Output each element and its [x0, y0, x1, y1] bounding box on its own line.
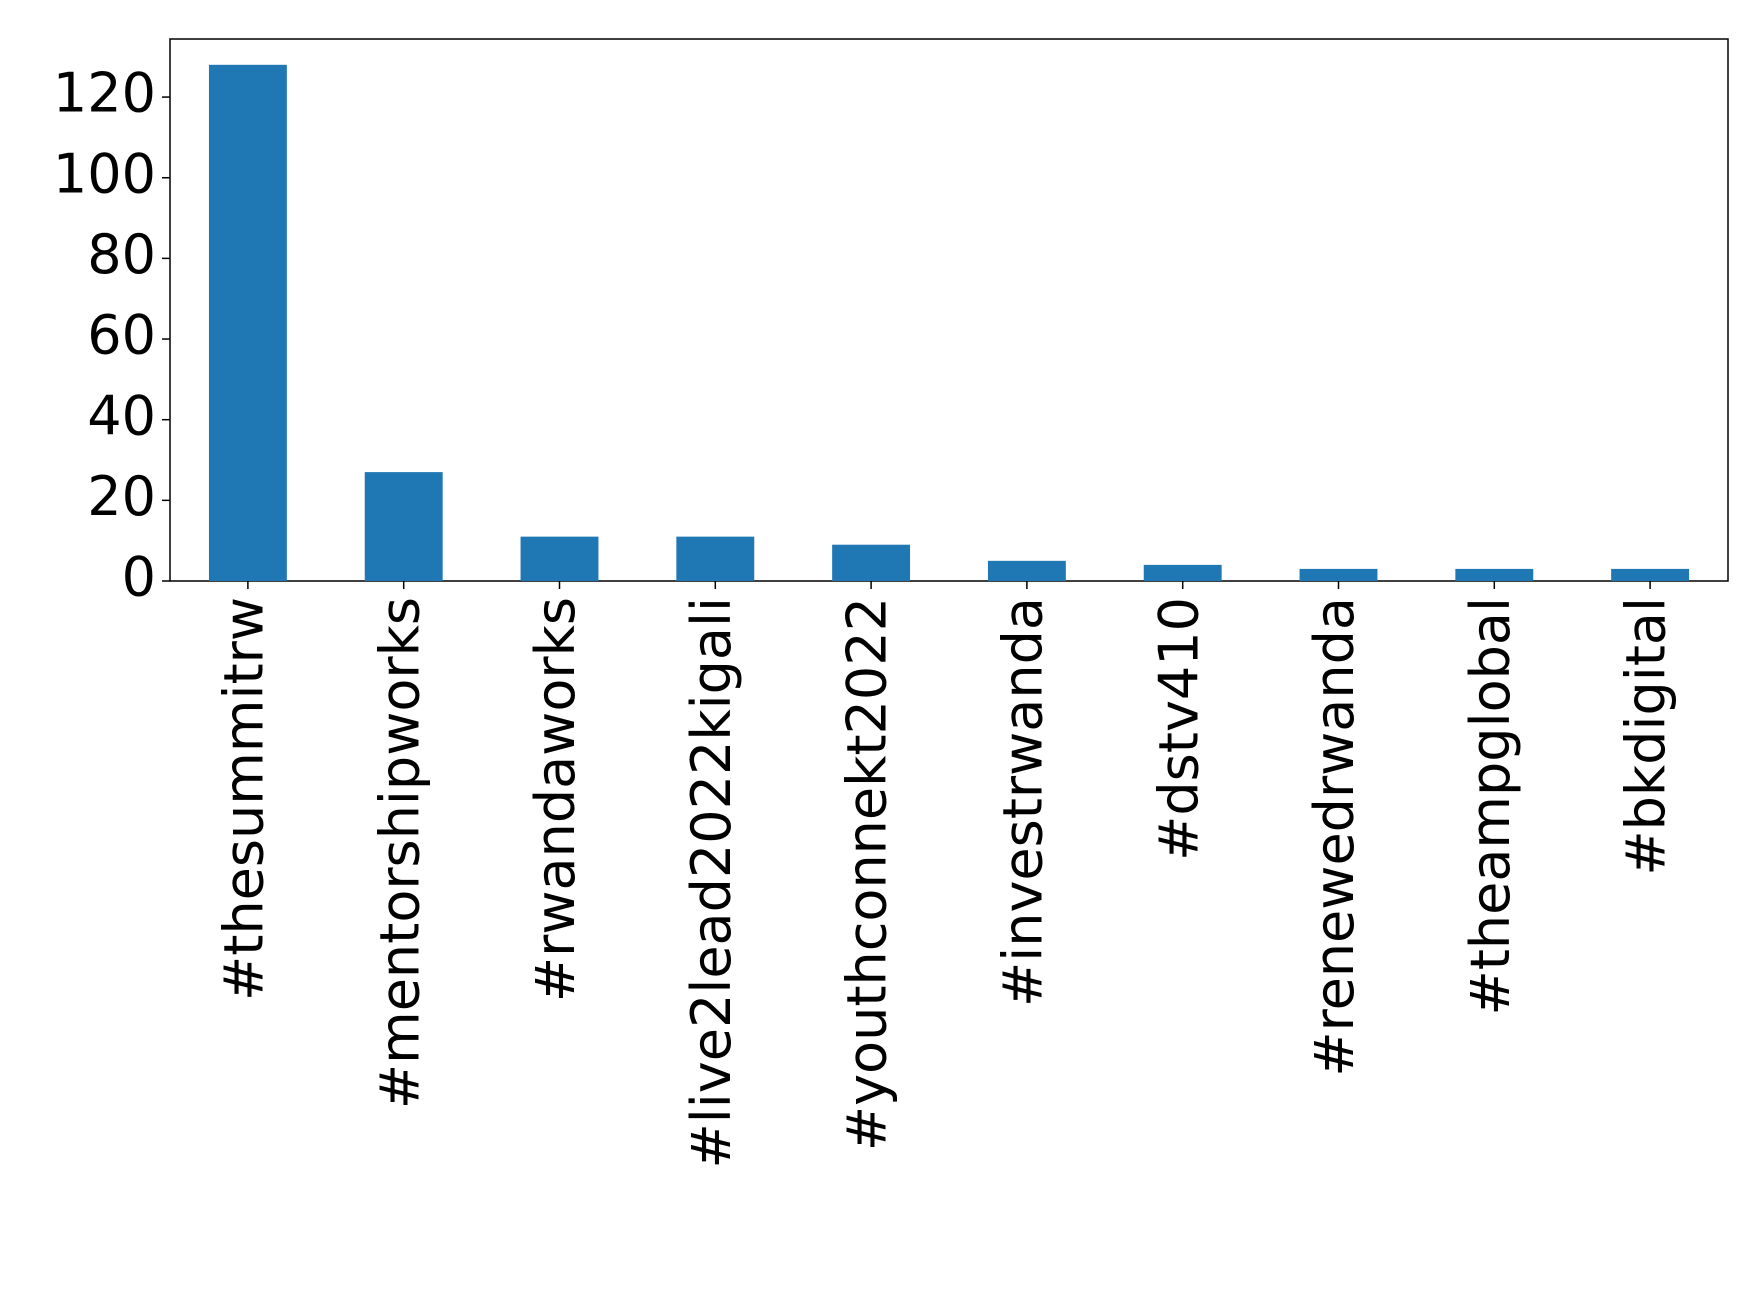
bar — [832, 544, 911, 581]
bar — [1455, 568, 1534, 581]
x-tick-label: #theampglobal — [1459, 597, 1522, 1016]
x-tick-label: #investrwanda — [992, 597, 1055, 1007]
y-tick-label: 40 — [87, 384, 156, 447]
y-tick-label: 60 — [87, 304, 156, 367]
y-tick-label: 0 — [122, 546, 156, 609]
x-tick-label: #rwandaworks — [524, 597, 587, 1002]
bar — [1611, 568, 1690, 581]
x-tick-label: #youthconnekt2022 — [836, 597, 899, 1151]
x-tick-label: #thesummitrw — [213, 597, 276, 1001]
y-tick-label: 80 — [87, 223, 156, 286]
bar — [1299, 568, 1378, 581]
bar — [208, 64, 287, 582]
plot-frame — [169, 38, 1729, 582]
bar — [1143, 564, 1222, 581]
y-tick-label: 100 — [53, 142, 156, 205]
bar — [520, 536, 599, 581]
y-tick-label: 20 — [87, 465, 156, 528]
x-tick-label: #renewedrwanda — [1303, 597, 1366, 1077]
bar — [987, 560, 1066, 581]
bar — [364, 472, 443, 581]
bar — [676, 536, 755, 581]
x-tick-label: #live2lead2022kigali — [680, 597, 743, 1168]
x-tick-label: #dstv410 — [1147, 597, 1210, 861]
x-tick-label: #bkdigital — [1615, 597, 1678, 876]
x-tick-label: #mentorshipworks — [368, 597, 431, 1109]
y-tick-label: 120 — [53, 62, 156, 125]
